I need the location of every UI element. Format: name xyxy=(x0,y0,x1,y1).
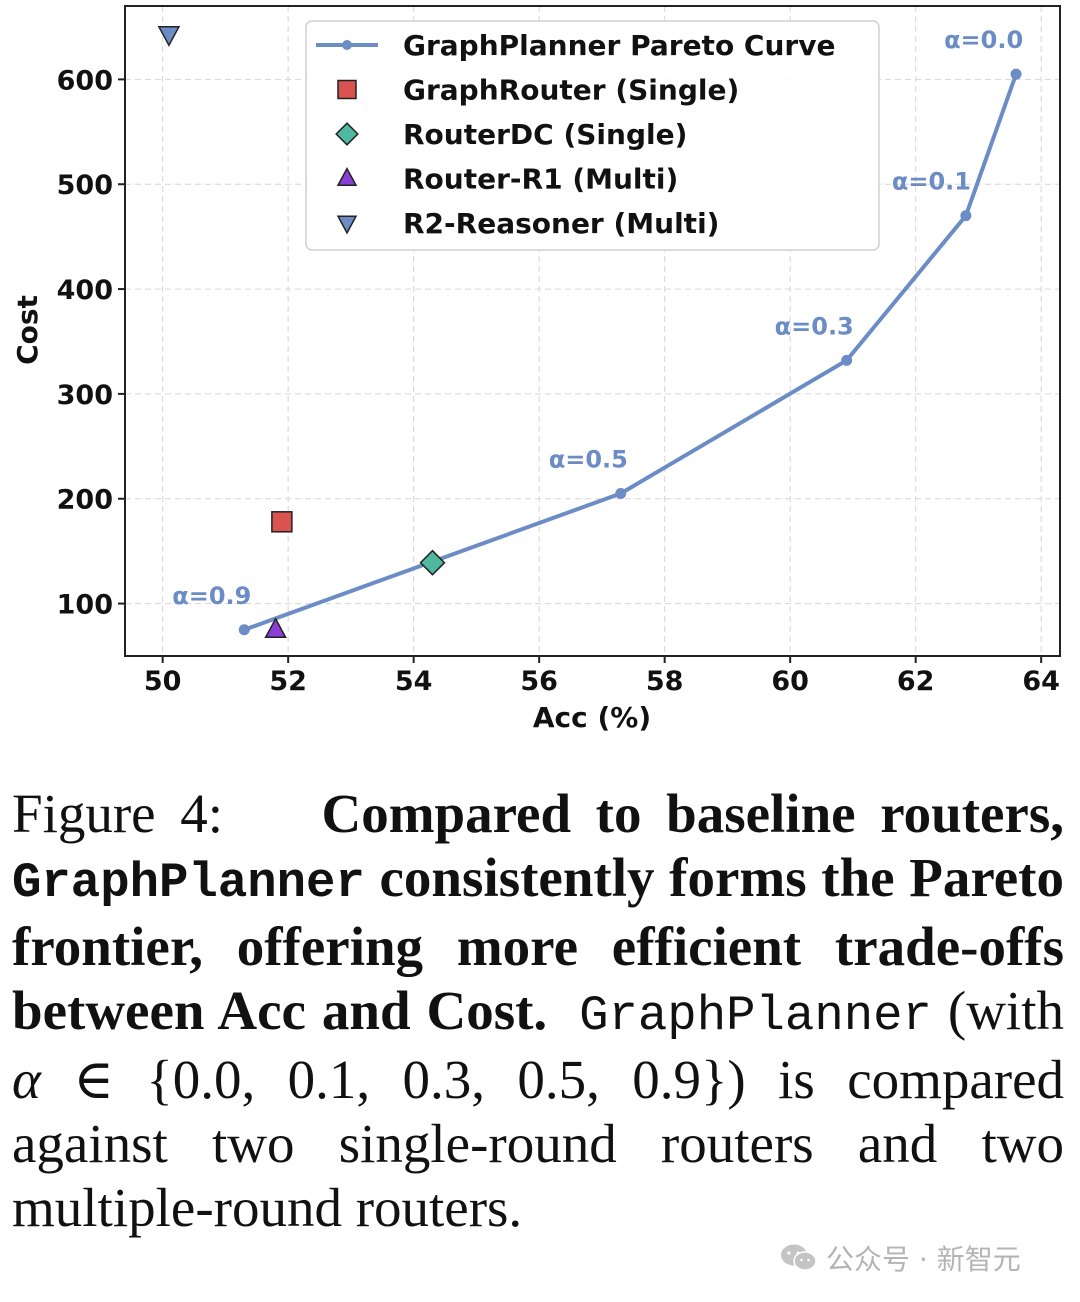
pareto-point xyxy=(841,354,853,366)
pareto-point-label: α=0.9 xyxy=(172,582,251,610)
caption-math-rest: ∈ {0.0, 0.1, 0.3, 0.5, 0.9}) xyxy=(73,1049,746,1110)
marker-point xyxy=(271,511,293,533)
x-tick-label: 50 xyxy=(144,666,182,697)
legend-point-swatch xyxy=(342,40,352,50)
caption-math: α ∈ {0.0, 0.1, 0.3, 0.5, 0.9}) xyxy=(12,1049,746,1110)
y-axis-label: Cost xyxy=(11,295,44,365)
legend-label: Router-R1 (Multi) xyxy=(403,163,678,196)
pareto-point xyxy=(960,210,972,222)
x-axis-label: Acc (%) xyxy=(533,701,651,734)
marker-point xyxy=(264,617,287,639)
legend-marker-swatch xyxy=(336,215,358,235)
legend: GraphPlanner Pareto Curve GraphRouter (Si… xyxy=(305,20,880,251)
watermark: 公众号 · 新智元 xyxy=(780,1238,1021,1278)
legend-box xyxy=(305,20,880,251)
chart: 50 52 54 56 58 60 62 64 100 200 300 400 500 600 Acc (… xyxy=(11,5,1061,734)
pareto-point-label: α=0.5 xyxy=(549,446,628,474)
y-tick-label: 500 xyxy=(57,170,113,201)
legend-marker-swatch xyxy=(335,122,359,146)
caption-mono: GraphPlanner xyxy=(579,988,932,1044)
y-tick-label: 600 xyxy=(57,65,113,96)
pareto-point xyxy=(1010,68,1022,80)
legend-marker-swatch xyxy=(336,167,358,186)
caption-text-2: is compared against two single-round rou… xyxy=(12,1049,1065,1238)
caption-bold-mono: GraphPlanner xyxy=(12,855,365,911)
axis-ticks: 50 52 54 56 58 60 62 64 100 200 300 400 500 600 xyxy=(57,65,1060,697)
plot-frame xyxy=(124,5,1061,657)
y-tick-label: 100 xyxy=(57,590,113,621)
caption-bold-1: Compared to baseline routers, xyxy=(321,783,1065,844)
figure-label: Figure 4: xyxy=(12,783,223,844)
wechat-icon xyxy=(781,1244,817,1271)
x-tick-label: 60 xyxy=(771,666,809,697)
x-tick-label: 58 xyxy=(646,666,684,697)
legend-label: R2-Reasoner (Multi) xyxy=(403,207,719,240)
caption-text-1: (with xyxy=(947,980,1064,1041)
pareto-point xyxy=(238,624,250,636)
pareto-point-label: α=0.1 xyxy=(892,168,971,196)
pareto-point xyxy=(615,488,627,499)
grid-lines xyxy=(125,6,1060,656)
marker-point xyxy=(157,26,181,47)
caption-math-var: α xyxy=(12,1049,41,1110)
legend-label: GraphPlanner Pareto Curve xyxy=(403,29,835,62)
y-tick-label: 200 xyxy=(57,485,113,516)
pareto-point-label: α=0.0 xyxy=(944,26,1023,54)
marker-point xyxy=(419,549,446,576)
y-tick-label: 300 xyxy=(57,380,113,411)
legend-marker-swatch xyxy=(337,79,357,100)
series-layer: α=0.9 α=0.5 α=0.3 α=0.1 α=0.0 xyxy=(157,26,1023,639)
y-tick-label: 400 xyxy=(57,275,113,306)
x-tick-label: 54 xyxy=(395,666,433,697)
x-tick-label: 56 xyxy=(520,666,558,697)
x-tick-label: 64 xyxy=(1022,666,1060,697)
figure-caption: Figure 4: Compared to baseline routers, … xyxy=(12,782,1064,1240)
x-tick-label: 62 xyxy=(897,666,935,697)
pareto-point-label: α=0.3 xyxy=(775,312,854,340)
caption-bold-2: consistently forms the Pareto frontier, … xyxy=(12,847,1064,1041)
legend-label: GraphRouter (Single) xyxy=(403,74,739,107)
watermark-text: 公众号 · 新智元 xyxy=(826,1243,1021,1276)
x-tick-label: 52 xyxy=(269,666,307,697)
legend-label: RouterDC (Single) xyxy=(403,118,687,151)
